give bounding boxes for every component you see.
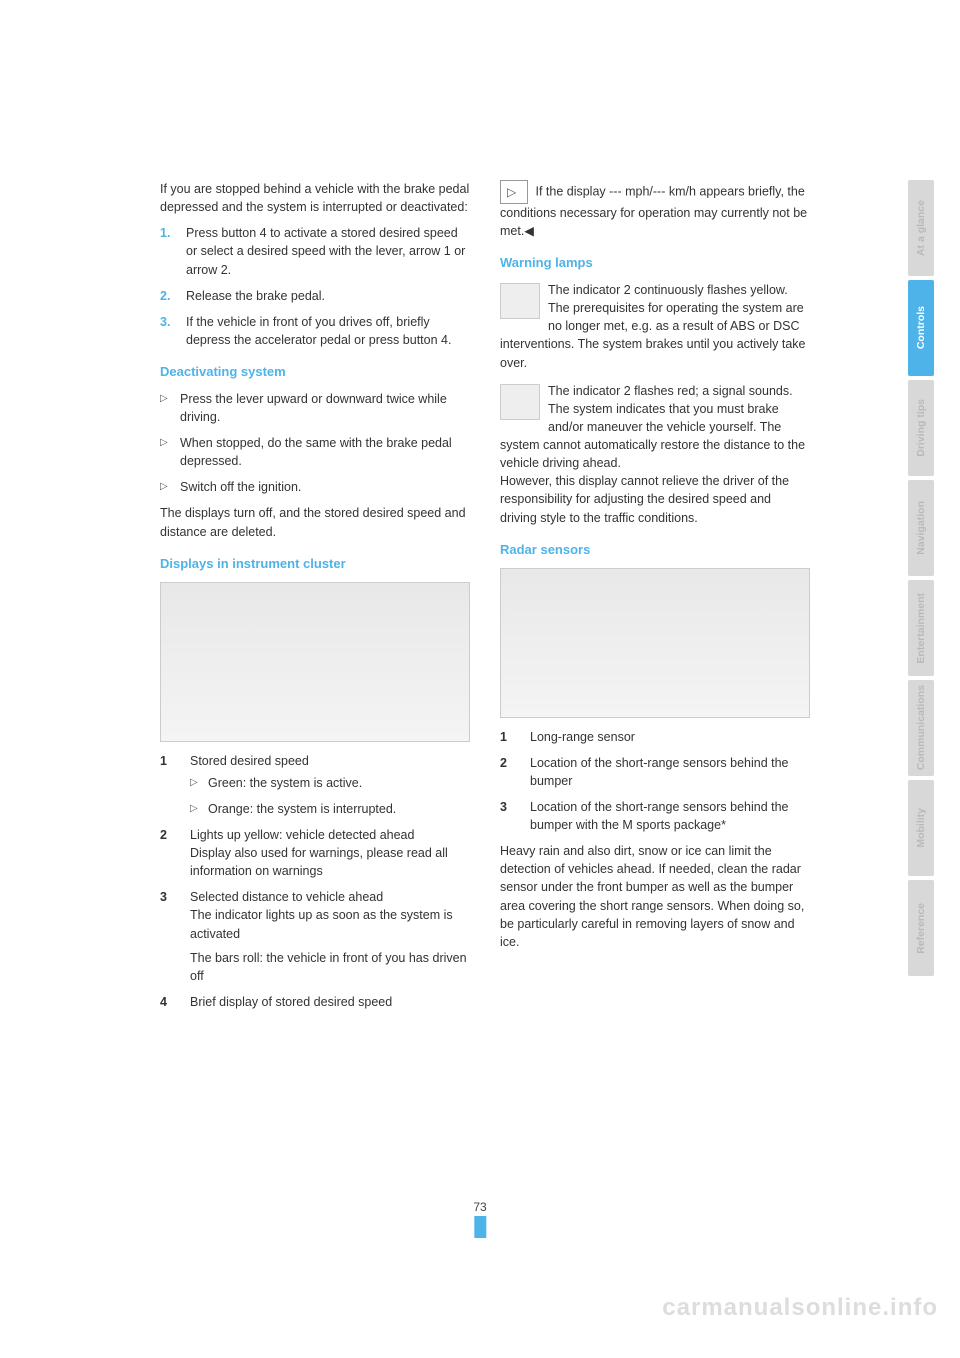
step-text: Press button 4 to activate a stored desi…	[186, 226, 465, 276]
section-tab[interactable]: Driving tips	[908, 380, 934, 476]
item-text: Location of the short-range sensors behi…	[530, 756, 789, 788]
deact-after: The displays turn off, and the stored de…	[160, 504, 470, 540]
item-text: Display also used for warnings, please r…	[190, 846, 448, 878]
sub-green: Green: the system is active.	[190, 774, 470, 792]
section-tab[interactable]: Communications	[908, 680, 934, 776]
column-left: If you are stopped behind a vehicle with…	[160, 180, 470, 1019]
page-footer: 73	[473, 1200, 486, 1238]
display-item-3: 3 Selected distance to vehicle ahead The…	[160, 888, 470, 985]
warning-block-red: The indicator 2 flashes red; a signal so…	[500, 382, 810, 473]
instrument-cluster-figure	[160, 582, 470, 742]
heading-warning-lamps: Warning lamps	[500, 254, 810, 273]
warn-text: The indicator 2 continuously flashes yel…	[548, 283, 788, 297]
item-text: Selected distance to vehicle ahead	[190, 890, 383, 904]
radar-item-3: 3Location of the short-range sensors beh…	[500, 798, 810, 834]
item-text: Lights up yellow: vehicle detected ahead	[190, 828, 414, 842]
step-text: If the vehicle in front of you drives of…	[186, 315, 451, 347]
warning-lamp-icon	[500, 283, 540, 319]
warn-text: However, this display cannot relieve the…	[500, 472, 810, 526]
display-item-4: 4 Brief display of stored desired speed	[160, 993, 470, 1011]
section-tab[interactable]: Entertainment	[908, 580, 934, 676]
deact-item: When stopped, do the same with the brake…	[160, 434, 470, 470]
note-block: If the display --- mph/--- km/h appears …	[500, 180, 810, 240]
warning-block-yellow: The indicator 2 continuously flashes yel…	[500, 281, 810, 372]
radar-items-list: 1Long-range sensor 2Location of the shor…	[500, 728, 810, 835]
radar-item-1: 1Long-range sensor	[500, 728, 810, 746]
note-icon	[500, 180, 528, 204]
item-text: Long-range sensor	[530, 730, 635, 744]
step-2: 2.Release the brake pedal.	[160, 287, 470, 305]
step-3: 3.If the vehicle in front of you drives …	[160, 313, 470, 349]
display-item-1: 1 Stored desired speed Green: the system…	[160, 752, 470, 818]
warn-text: The prerequisites for operating the syst…	[500, 301, 805, 369]
item-text: Location of the short-range sensors behi…	[530, 800, 789, 832]
radar-after: Heavy rain and also dirt, snow or ice ca…	[500, 842, 810, 951]
radar-item-2: 2Location of the short-range sensors beh…	[500, 754, 810, 790]
note-text: If the display --- mph/--- km/h appears …	[500, 184, 807, 238]
section-tab[interactable]: At a glance	[908, 180, 934, 276]
item-text: Stored desired speed	[190, 754, 309, 768]
item-text: The indicator lights up as soon as the s…	[190, 908, 453, 940]
item1-sublist: Green: the system is active. Orange: the…	[190, 774, 470, 818]
item-text: The bars roll: the vehicle in front of y…	[190, 949, 470, 985]
section-tab[interactable]: Controls	[908, 280, 934, 376]
heading-displays: Displays in instrument cluster	[160, 555, 470, 574]
warning-lamp-icon	[500, 384, 540, 420]
section-tab[interactable]: Navigation	[908, 480, 934, 576]
warn-text: The system indicates that you must brake…	[500, 402, 805, 470]
deactivate-list: Press the lever upward or downward twice…	[160, 390, 470, 497]
heading-deactivating: Deactivating system	[160, 363, 470, 382]
deact-item: Switch off the ignition.	[160, 478, 470, 496]
content-columns: If you are stopped behind a vehicle with…	[0, 0, 960, 1019]
display-item-2: 2 Lights up yellow: vehicle detected ahe…	[160, 826, 470, 880]
intro-text: If you are stopped behind a vehicle with…	[160, 180, 470, 216]
section-tab[interactable]: Mobility	[908, 780, 934, 876]
sub-orange: Orange: the system is interrupted.	[190, 800, 470, 818]
steps-list: 1.Press button 4 to activate a stored de…	[160, 224, 470, 349]
watermark: carmanualsonline.info	[662, 1294, 938, 1322]
item-text: Brief display of stored desired speed	[190, 995, 392, 1009]
radar-sensors-figure	[500, 568, 810, 718]
section-tab[interactable]: Reference	[908, 880, 934, 976]
display-items-list: 1 Stored desired speed Green: the system…	[160, 752, 470, 1012]
step-1: 1.Press button 4 to activate a stored de…	[160, 224, 470, 278]
column-right: If the display --- mph/--- km/h appears …	[500, 180, 810, 1019]
deact-item: Press the lever upward or downward twice…	[160, 390, 470, 426]
step-text: Release the brake pedal.	[186, 289, 325, 303]
manual-page: If you are stopped behind a vehicle with…	[0, 0, 960, 1358]
section-tabs: At a glance Controls Driving tips Navigatio…	[908, 180, 938, 980]
heading-radar-sensors: Radar sensors	[500, 541, 810, 560]
warn-text: The indicator 2 flashes red; a signal so…	[548, 384, 793, 398]
page-number: 73	[473, 1200, 486, 1214]
page-number-bar	[474, 1216, 486, 1238]
